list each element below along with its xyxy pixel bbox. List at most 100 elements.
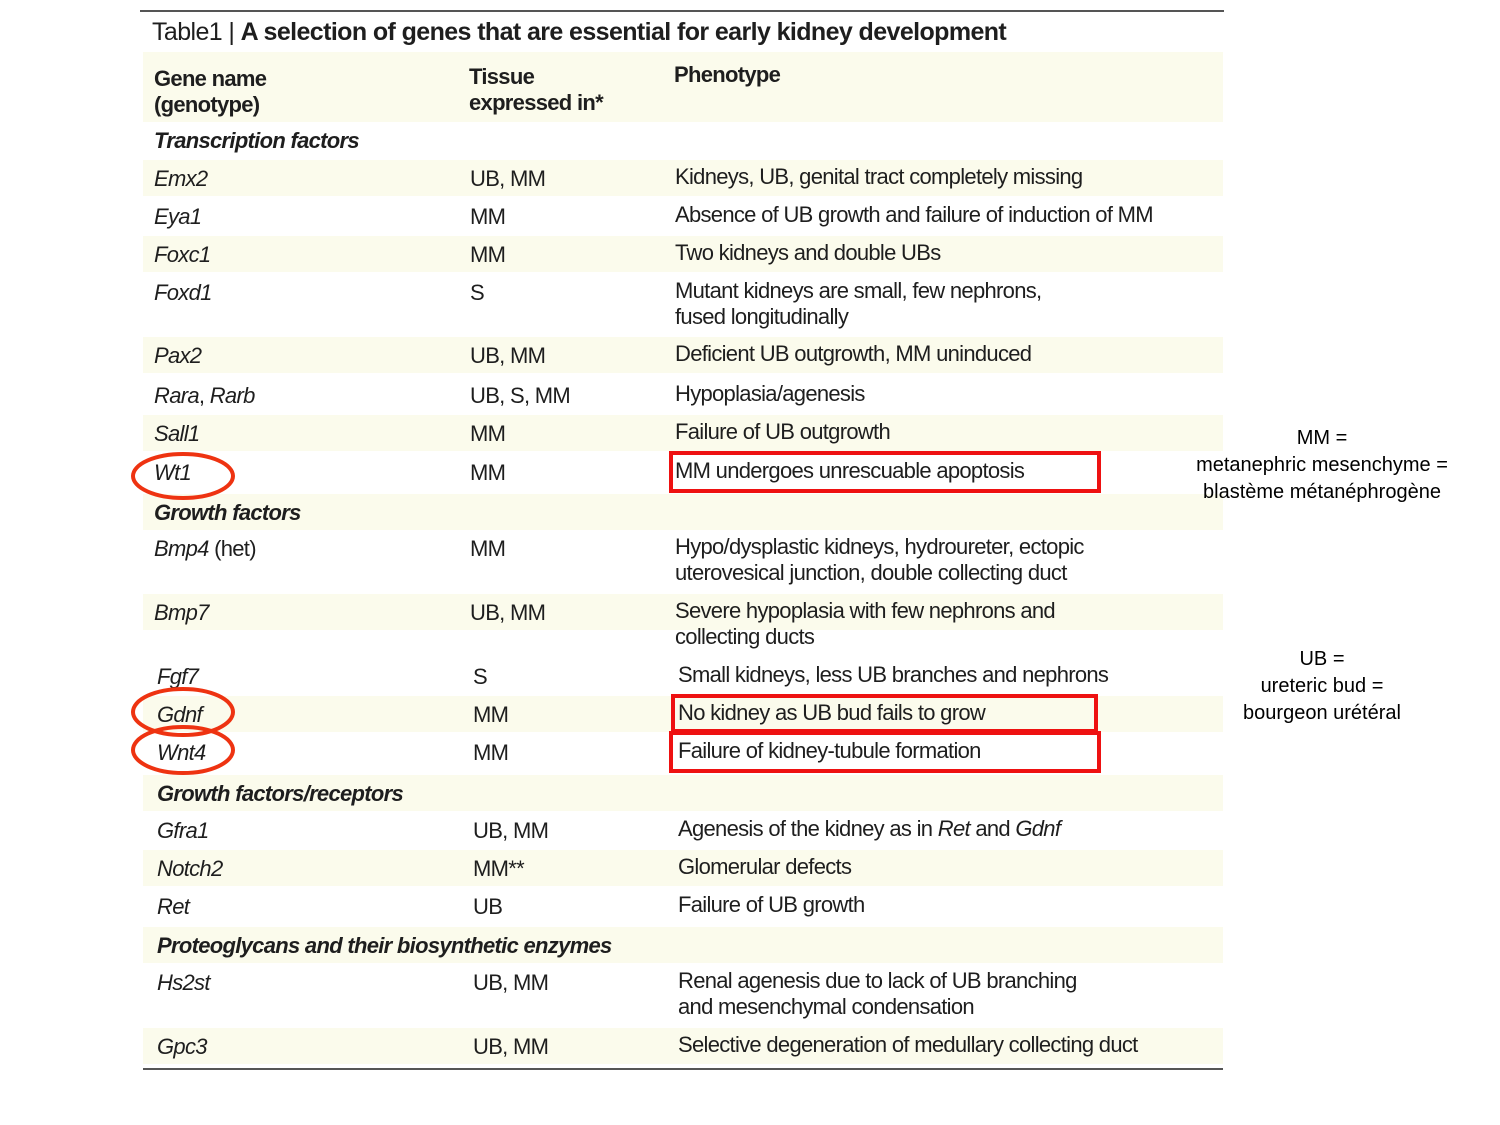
text-segment: Fgf7 <box>157 664 199 689</box>
tissue: UB, MM <box>473 818 549 843</box>
text-segment: Foxc1 <box>154 242 211 267</box>
row-stripe <box>143 494 1223 530</box>
gene-name: Hs2st <box>157 970 210 996</box>
gene-name: Wnt4 <box>157 740 206 766</box>
table-caption: A selection of genes that are essential … <box>240 18 1007 46</box>
header-phenotype: Phenotype <box>674 62 781 87</box>
gene-name: Ret <box>157 894 190 920</box>
text-segment: Failure of UB outgrowth <box>675 419 891 444</box>
table-label: Table1 | <box>152 18 241 46</box>
text-segment: Absence of UB growth and failure of indu… <box>675 202 1154 227</box>
text-segment: Agenesis of the kidney as in <box>678 816 938 841</box>
gene-name: Fgf7 <box>157 664 199 690</box>
tissue: UB, MM <box>473 970 549 995</box>
gene-name: Wt1 <box>154 460 192 486</box>
phenotype: Failure of UB growth <box>678 892 865 918</box>
text-segment: Renal agenesis due to lack of UB branchi… <box>678 968 1077 1019</box>
text-segment: Severe hypoplasia with few nephrons and … <box>675 598 1056 649</box>
text-segment: (het) <box>208 536 256 561</box>
note-line: UB = <box>1299 648 1345 670</box>
phenotype: No kidney as UB bud fails to grow <box>678 700 986 726</box>
text-segment: Sall1 <box>154 421 200 446</box>
gene-name: Foxc1 <box>154 242 211 268</box>
text-segment: No kidney as UB bud fails to grow <box>678 700 986 725</box>
highlight-box-wt1 <box>669 451 1101 493</box>
top-rule <box>140 10 1224 12</box>
gene-name: Gfra1 <box>157 818 209 844</box>
note-mm: MM = metanephric mesenchyme = blastème m… <box>1150 425 1494 506</box>
phenotype: Small kidneys, less UB branches and neph… <box>678 662 1109 688</box>
note-line: MM = <box>1296 427 1348 449</box>
note-line: bourgeon urétéral <box>1243 702 1401 724</box>
gene-name: Gpc3 <box>157 1034 207 1060</box>
text-segment: Gfra1 <box>157 818 209 843</box>
text-segment: Two kidneys and double UBs <box>675 240 941 265</box>
circle-wnt4 <box>131 725 235 775</box>
tissue: UB <box>473 894 503 919</box>
gene-name: Eya1 <box>154 204 202 230</box>
text-segment: Notch2 <box>157 856 223 881</box>
text-segment: Emx2 <box>154 166 208 191</box>
row-stripe <box>143 850 1223 886</box>
text-segment: Mutant kidneys are small, few nephrons, … <box>675 278 1042 329</box>
gene-name: Bmp7 <box>154 600 209 626</box>
phenotype: Renal agenesis due to lack of UB branchi… <box>678 968 1077 1020</box>
tissue: S <box>470 280 485 305</box>
row-stripe <box>143 1028 1223 1064</box>
header-gene: Gene name (genotype) <box>154 66 267 117</box>
text-segment: Wt1 <box>154 460 192 485</box>
tissue: MM <box>470 460 506 485</box>
text-segment: Rara <box>154 383 200 408</box>
phenotype: Failure of kidney-tubule formation <box>678 738 981 764</box>
text-segment: Hypo/dysplastic kidneys, hydroureter, ec… <box>675 534 1084 585</box>
row-stripe <box>143 337 1223 373</box>
phenotype: Two kidneys and double UBs <box>675 240 941 266</box>
phenotype: Kidneys, UB, genital tract completely mi… <box>675 164 1083 190</box>
text-segment: Wnt4 <box>157 740 206 765</box>
text-segment: Foxd1 <box>154 280 212 305</box>
note-ub: UB = ureteric bud = bourgeon urétéral <box>1150 646 1494 727</box>
tissue: S <box>473 664 488 689</box>
row-stripe <box>143 160 1223 196</box>
phenotype: Agenesis of the kidney as in Ret and Gdn… <box>678 816 1061 842</box>
tissue: MM <box>470 242 506 267</box>
tissue: MM <box>470 421 506 446</box>
section-heading: Growth factors <box>154 500 301 525</box>
section-heading: Transcription factors <box>154 128 360 153</box>
row-stripe <box>143 927 1223 963</box>
text-segment: Rarb <box>209 383 256 408</box>
gene-name: Emx2 <box>154 166 208 192</box>
circle-wt1 <box>131 452 235 500</box>
tissue: UB, MM <box>473 1034 549 1059</box>
gene-name: Rara, Rarb <box>154 383 255 409</box>
tissue: MM <box>470 536 506 561</box>
phenotype: Failure of UB outgrowth <box>675 419 891 445</box>
text-segment: Pax2 <box>154 343 202 368</box>
phenotype: Absence of UB growth and failure of indu… <box>675 202 1154 228</box>
bottom-rule <box>143 1068 1223 1070</box>
text-segment: Kidneys, UB, genital tract completely mi… <box>675 164 1083 189</box>
text-segment: Gdnf <box>157 702 203 727</box>
circle-gdnf <box>131 687 235 737</box>
tissue: MM <box>473 702 509 727</box>
text-segment: Failure of kidney-tubule formation <box>678 738 981 763</box>
row-stripe <box>143 236 1223 272</box>
tissue: UB, MM <box>470 166 546 191</box>
text-segment: Ret <box>157 894 190 919</box>
tissue: MM <box>473 740 509 765</box>
phenotype: Hypoplasia/agenesis <box>675 381 865 407</box>
text-segment: Failure of UB growth <box>678 892 865 917</box>
phenotype: Hypo/dysplastic kidneys, hydroureter, ec… <box>675 534 1084 586</box>
row-stripe <box>143 775 1223 811</box>
text-segment: Ret <box>937 816 971 841</box>
text-segment: Eya1 <box>154 204 202 229</box>
text-segment: Selective degeneration of medullary coll… <box>678 1032 1138 1057</box>
gene-name: Bmp4 (het) <box>154 536 257 562</box>
phenotype: Glomerular defects <box>678 854 852 880</box>
text-segment: Glomerular defects <box>678 854 852 879</box>
text-segment: , <box>198 383 210 408</box>
note-line: metanephric mesenchyme = <box>1196 454 1448 476</box>
note-line: blastème métanéphrogène <box>1203 481 1441 503</box>
text-segment: Hs2st <box>157 970 210 995</box>
